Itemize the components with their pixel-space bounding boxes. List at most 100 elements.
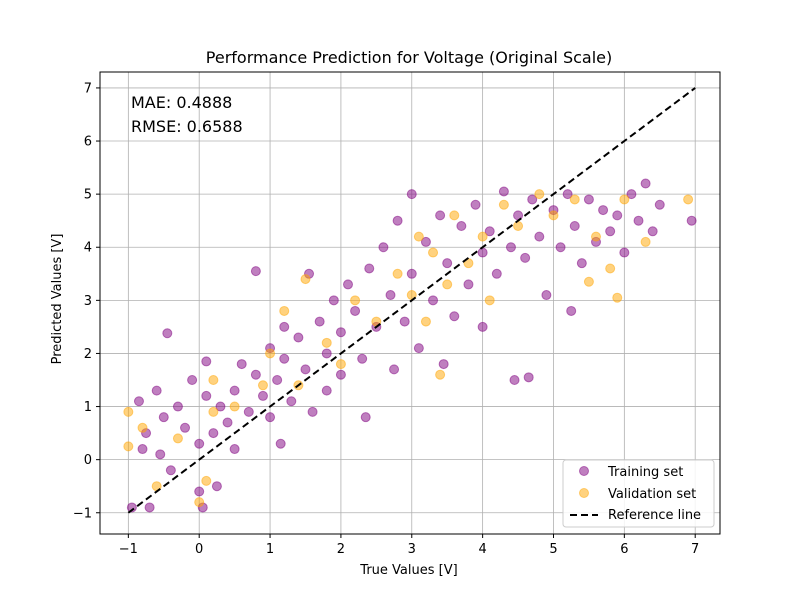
training-point bbox=[250, 266, 261, 277]
training-point bbox=[523, 372, 534, 383]
training-point bbox=[187, 375, 198, 385]
validation-point bbox=[435, 369, 446, 380]
y-tick-label: 5 bbox=[84, 188, 92, 203]
validation-point bbox=[569, 194, 580, 205]
validation-point bbox=[449, 210, 460, 221]
validation-point bbox=[335, 359, 346, 370]
training-point bbox=[463, 279, 474, 290]
validation-point bbox=[484, 295, 495, 306]
training-point bbox=[456, 221, 467, 231]
training-point bbox=[534, 231, 545, 242]
x-tick-label: −1 bbox=[119, 542, 138, 557]
validation-point bbox=[265, 348, 276, 359]
validation-point bbox=[321, 337, 332, 348]
reference-line bbox=[127, 87, 696, 514]
training-point bbox=[194, 486, 205, 497]
training-point bbox=[605, 226, 616, 237]
training-point bbox=[389, 364, 400, 375]
x-tick-label: 5 bbox=[549, 542, 557, 557]
training-point bbox=[137, 444, 148, 455]
training-point bbox=[250, 369, 261, 380]
training-point bbox=[442, 258, 453, 269]
validation-point bbox=[477, 231, 488, 242]
training-point bbox=[321, 348, 332, 359]
validation-point bbox=[683, 194, 694, 205]
training-point bbox=[229, 444, 240, 455]
training-point bbox=[286, 396, 297, 407]
training-point bbox=[686, 215, 697, 226]
x-tick-label: 4 bbox=[478, 542, 486, 557]
training-point bbox=[619, 247, 630, 258]
y-tick-label: −1 bbox=[73, 506, 92, 521]
training-point bbox=[133, 396, 144, 407]
validation-point bbox=[201, 475, 212, 486]
training-point bbox=[555, 242, 566, 253]
training-point bbox=[155, 449, 166, 460]
training-point bbox=[406, 189, 417, 200]
plot-data-area bbox=[123, 87, 697, 514]
legend-training-marker bbox=[579, 466, 589, 476]
validation-point bbox=[300, 274, 311, 285]
y-tick-label: 4 bbox=[84, 241, 92, 256]
x-axis-label: True Values [V] bbox=[359, 563, 457, 578]
training-point bbox=[484, 226, 495, 237]
validation-point bbox=[172, 433, 183, 444]
training-point bbox=[229, 385, 240, 396]
training-point bbox=[165, 465, 176, 476]
validation-point bbox=[534, 189, 545, 200]
training-point bbox=[438, 359, 449, 370]
training-point bbox=[509, 375, 520, 385]
y-tick-label: 1 bbox=[84, 400, 92, 415]
validation-point bbox=[229, 401, 240, 412]
training-point bbox=[180, 422, 191, 433]
training-point bbox=[449, 311, 460, 322]
validation-point bbox=[548, 210, 559, 221]
training-point bbox=[399, 316, 410, 327]
validation-point bbox=[428, 247, 439, 258]
legend: Training set Validation set Reference li… bbox=[562, 459, 715, 528]
training-point bbox=[144, 502, 155, 513]
training-point bbox=[222, 417, 233, 428]
training-point bbox=[420, 236, 431, 247]
training-point bbox=[350, 305, 361, 316]
legend-reference-label: Reference line bbox=[608, 508, 701, 523]
training-point bbox=[569, 221, 580, 231]
training-point bbox=[194, 438, 205, 449]
validation-point bbox=[123, 406, 134, 417]
training-point bbox=[335, 327, 346, 338]
training-point bbox=[626, 189, 637, 200]
validation-point bbox=[350, 295, 361, 306]
training-point bbox=[201, 356, 212, 367]
training-point bbox=[335, 369, 346, 380]
training-point bbox=[541, 290, 552, 301]
validation-point bbox=[442, 279, 453, 290]
validation-point bbox=[208, 375, 219, 385]
training-point bbox=[576, 258, 587, 269]
training-point bbox=[406, 268, 417, 279]
training-point bbox=[640, 178, 651, 189]
legend-box bbox=[562, 459, 715, 528]
legend-validation-label: Validation set bbox=[608, 487, 696, 502]
training-point bbox=[647, 226, 658, 237]
training-point bbox=[413, 343, 424, 354]
training-point bbox=[300, 364, 311, 375]
validation-point bbox=[392, 268, 403, 279]
plot-frame bbox=[99, 71, 721, 535]
training-point bbox=[470, 199, 481, 210]
y-tick-label: 7 bbox=[84, 81, 92, 96]
validation-point bbox=[137, 422, 148, 433]
validation-point bbox=[583, 276, 594, 287]
training-point bbox=[314, 316, 325, 327]
training-point bbox=[633, 215, 644, 226]
training-point bbox=[527, 194, 538, 205]
training-point bbox=[612, 210, 623, 221]
legend-validation-marker bbox=[579, 488, 589, 498]
training-point bbox=[566, 305, 577, 316]
validation-point bbox=[420, 316, 431, 327]
legend-training-label: Training set bbox=[607, 465, 683, 480]
y-axis-label: Predicted Values [V] bbox=[50, 234, 65, 365]
training-point bbox=[364, 263, 375, 274]
validation-point bbox=[605, 263, 616, 274]
training-point bbox=[172, 401, 183, 412]
training-point bbox=[562, 189, 573, 200]
